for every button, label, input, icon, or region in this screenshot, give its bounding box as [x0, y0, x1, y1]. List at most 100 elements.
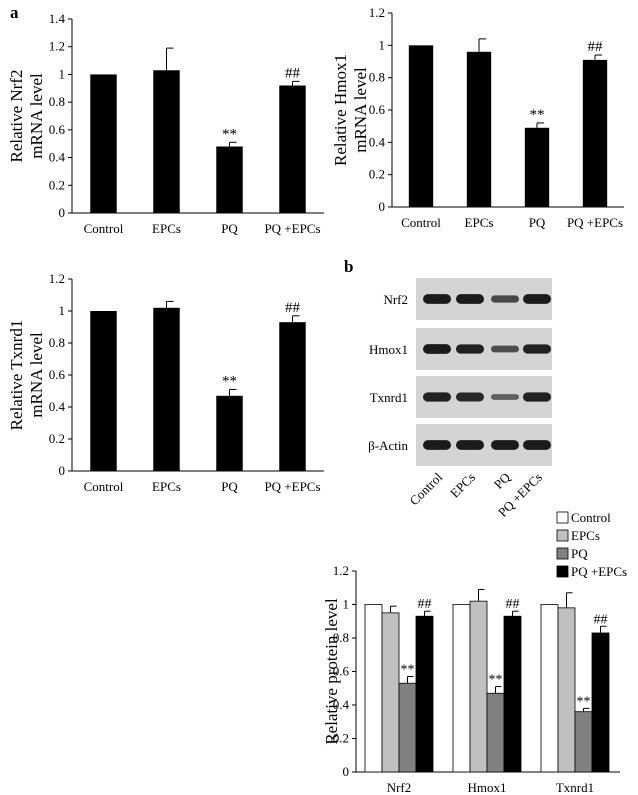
- blot-row-label: β-Actin: [368, 438, 408, 453]
- hmox1-mrna-chart: 0 0.2 0.4 0.6 0.8 1 1.2 Control EPCs ** PQ ## PQ +EP…: [331, 5, 624, 230]
- blot-band: [423, 294, 451, 304]
- bar: [582, 59, 608, 208]
- x-tick-label: Hmox1: [468, 780, 507, 795]
- y-tick-label: 1: [59, 303, 66, 318]
- y-axis-label-line: Relative Nrf2: [7, 70, 26, 163]
- bar: [540, 604, 559, 773]
- blot-band: [423, 344, 451, 354]
- y-tick-label: 1.2: [369, 5, 385, 20]
- y-tick-label: 0.4: [49, 399, 66, 414]
- y-tick-label: 0.2: [49, 177, 65, 192]
- significance-label: **: [222, 373, 237, 389]
- bar: [90, 74, 117, 213]
- x-tick-label: Nrf2: [387, 780, 412, 795]
- panel-label-b: b: [344, 257, 353, 276]
- blot-row-label: Txnrd1: [370, 390, 408, 405]
- y-tick-label: 0.6: [49, 367, 66, 382]
- blot-band: [491, 345, 519, 353]
- y-axis-label: Relative Txnrd1mRNA level: [7, 320, 46, 431]
- y-tick-label: 1: [379, 37, 386, 52]
- bar: [466, 51, 492, 207]
- blot-band: [491, 295, 519, 303]
- bar: [279, 85, 306, 213]
- blot-band: [456, 344, 484, 354]
- significance-label: **: [530, 107, 545, 123]
- x-tick-label: Control: [401, 215, 441, 230]
- y-tick-label: 0.8: [49, 335, 65, 350]
- y-tick-label: 0: [59, 463, 66, 478]
- bar: [364, 604, 383, 773]
- txnrd1-mrna-chart: 0 0.2 0.4 0.6 0.8 1 1.2 Control EPCs ** PQ ## PQ +EP…: [7, 271, 324, 494]
- blot-band: [523, 294, 551, 304]
- y-tick-label: 0.6: [333, 664, 350, 679]
- nrf2-mrna-chart: 0 0.2 0.4 0.6 0.8 1 1.2 1.4 Control EPCs ** PQ ## PQ …: [7, 11, 324, 236]
- significance-label: **: [401, 663, 415, 678]
- y-tick-label: 0.4: [333, 697, 350, 712]
- x-tick-label: EPCs: [152, 221, 181, 236]
- bar: [486, 692, 505, 773]
- blot-band: [456, 294, 484, 304]
- significance-label: ##: [594, 612, 608, 627]
- y-tick-label: 0: [59, 205, 66, 220]
- legend-swatch: [556, 511, 569, 524]
- y-tick-label: 0.6: [49, 122, 66, 137]
- x-tick-label: EPCs: [465, 215, 494, 230]
- bar: [216, 146, 243, 213]
- bar: [574, 711, 593, 773]
- legend-label: PQ: [571, 546, 588, 561]
- y-tick-label: 0.2: [49, 431, 65, 446]
- y-axis-label-line: mRNA level: [351, 67, 370, 153]
- blot-row-label: Nrf2: [383, 292, 408, 307]
- significance-label: **: [222, 126, 237, 142]
- x-tick-label: PQ +EPCs: [264, 221, 320, 236]
- significance-label: ##: [588, 39, 604, 55]
- y-tick-label: 1.4: [49, 11, 66, 26]
- bar: [279, 322, 306, 471]
- bar: [90, 311, 117, 471]
- bar: [557, 607, 576, 773]
- x-tick-label: PQ: [221, 479, 238, 494]
- bar: [415, 615, 434, 773]
- blot-band: [523, 440, 551, 450]
- y-tick-label: 0.8: [49, 94, 65, 109]
- bar: [408, 45, 434, 208]
- blot-band: [491, 440, 519, 450]
- x-tick-label: PQ +EPCs: [567, 215, 623, 230]
- y-tick-label: 0: [343, 764, 350, 779]
- bar: [591, 632, 610, 773]
- y-tick-label: 1.2: [49, 271, 65, 286]
- blot-lane-label: EPCs: [447, 470, 478, 501]
- blot-band: [423, 440, 451, 450]
- y-tick-label: 0.2: [333, 731, 349, 746]
- y-axis-label-line: mRNA level: [27, 73, 46, 159]
- y-tick-label: 0.4: [49, 150, 66, 165]
- y-tick-label: 1: [343, 597, 350, 612]
- bar: [469, 600, 488, 773]
- legend-label: PQ +EPCs: [571, 564, 627, 579]
- y-tick-label: 0.8: [333, 630, 349, 645]
- blot-band: [423, 392, 451, 402]
- protein-level-chart: 0 0.2 0.4 0.6 0.8 1 1.2 ** ## Nrf2 ** ## Hmox1 ** ## Tx…: [322, 510, 627, 795]
- x-tick-label: EPCs: [152, 479, 181, 494]
- y-tick-label: 1.2: [333, 563, 349, 578]
- blot-lane-label: PQ: [491, 469, 514, 492]
- y-tick-label: 1: [59, 66, 66, 81]
- legend-swatch: [556, 547, 569, 560]
- x-tick-label: Control: [84, 221, 124, 236]
- blot-band: [523, 392, 551, 402]
- bar: [153, 70, 180, 214]
- bar: [153, 307, 180, 471]
- blot-band: [456, 392, 484, 402]
- bar: [503, 615, 522, 773]
- x-tick-label: Control: [84, 479, 124, 494]
- y-axis-label: Relative Hmox1mRNA level: [331, 54, 370, 166]
- significance-label: **: [577, 694, 591, 709]
- y-tick-label: 0.2: [369, 167, 385, 182]
- legend-label: Control: [571, 510, 611, 525]
- bar: [381, 612, 400, 773]
- significance-label: **: [489, 673, 503, 688]
- y-axis-label-line: Relative Txnrd1: [7, 320, 26, 431]
- bar: [398, 682, 417, 773]
